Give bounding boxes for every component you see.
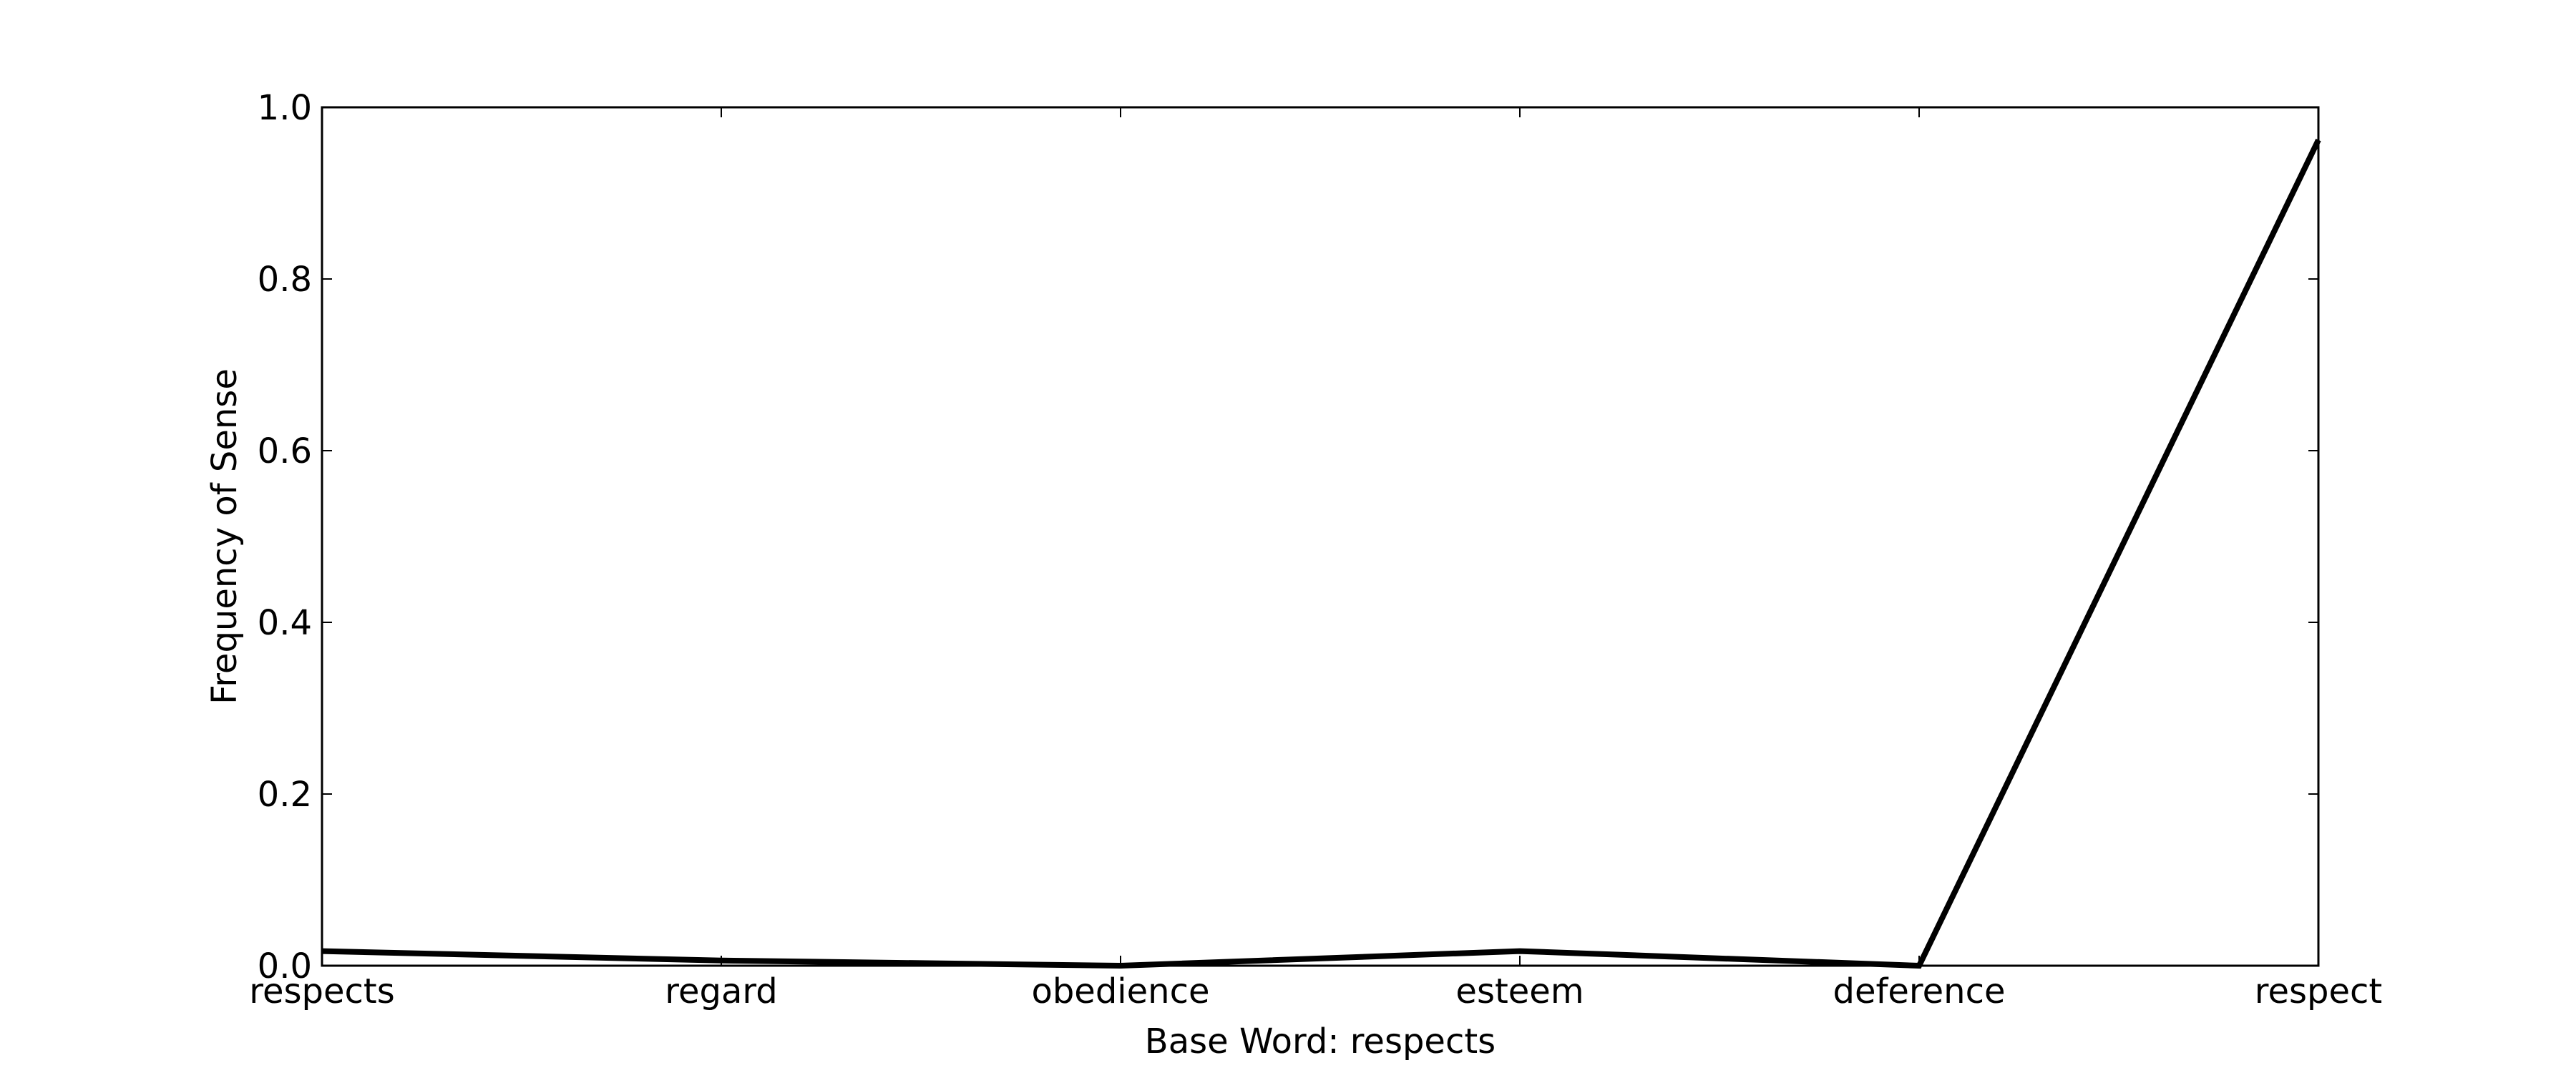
x-tick-label: esteem xyxy=(1455,971,1584,1011)
x-tick-label: regard xyxy=(665,971,777,1011)
x-axis-label: Base Word: respects xyxy=(1145,1021,1496,1062)
x-ticks: respects regard obedience esteem deference re… xyxy=(249,107,2382,1011)
chart-marks xyxy=(321,138,2321,969)
y-ticks: 0.0 0.2 0.4 0.6 0.8 1.0 xyxy=(258,88,2318,986)
y-tick-label: 0.0 xyxy=(258,946,312,986)
x-tick-label: obedience xyxy=(1031,971,1209,1011)
y-tick-label: 0.2 xyxy=(258,775,312,815)
y-tick-label: 0.6 xyxy=(258,431,312,471)
x-tick-label: deference xyxy=(1833,971,2006,1011)
y-tick-label: 0.8 xyxy=(258,260,312,300)
y-tick-label: 0.4 xyxy=(258,603,312,643)
x-tick-label: respects xyxy=(249,971,394,1011)
series-line xyxy=(321,138,2321,969)
y-axis-label: Frequency of Sense xyxy=(205,368,245,705)
x-tick-label: respect xyxy=(2255,971,2382,1011)
y-tick-label: 1.0 xyxy=(258,88,312,128)
plot-frame xyxy=(321,106,2320,967)
